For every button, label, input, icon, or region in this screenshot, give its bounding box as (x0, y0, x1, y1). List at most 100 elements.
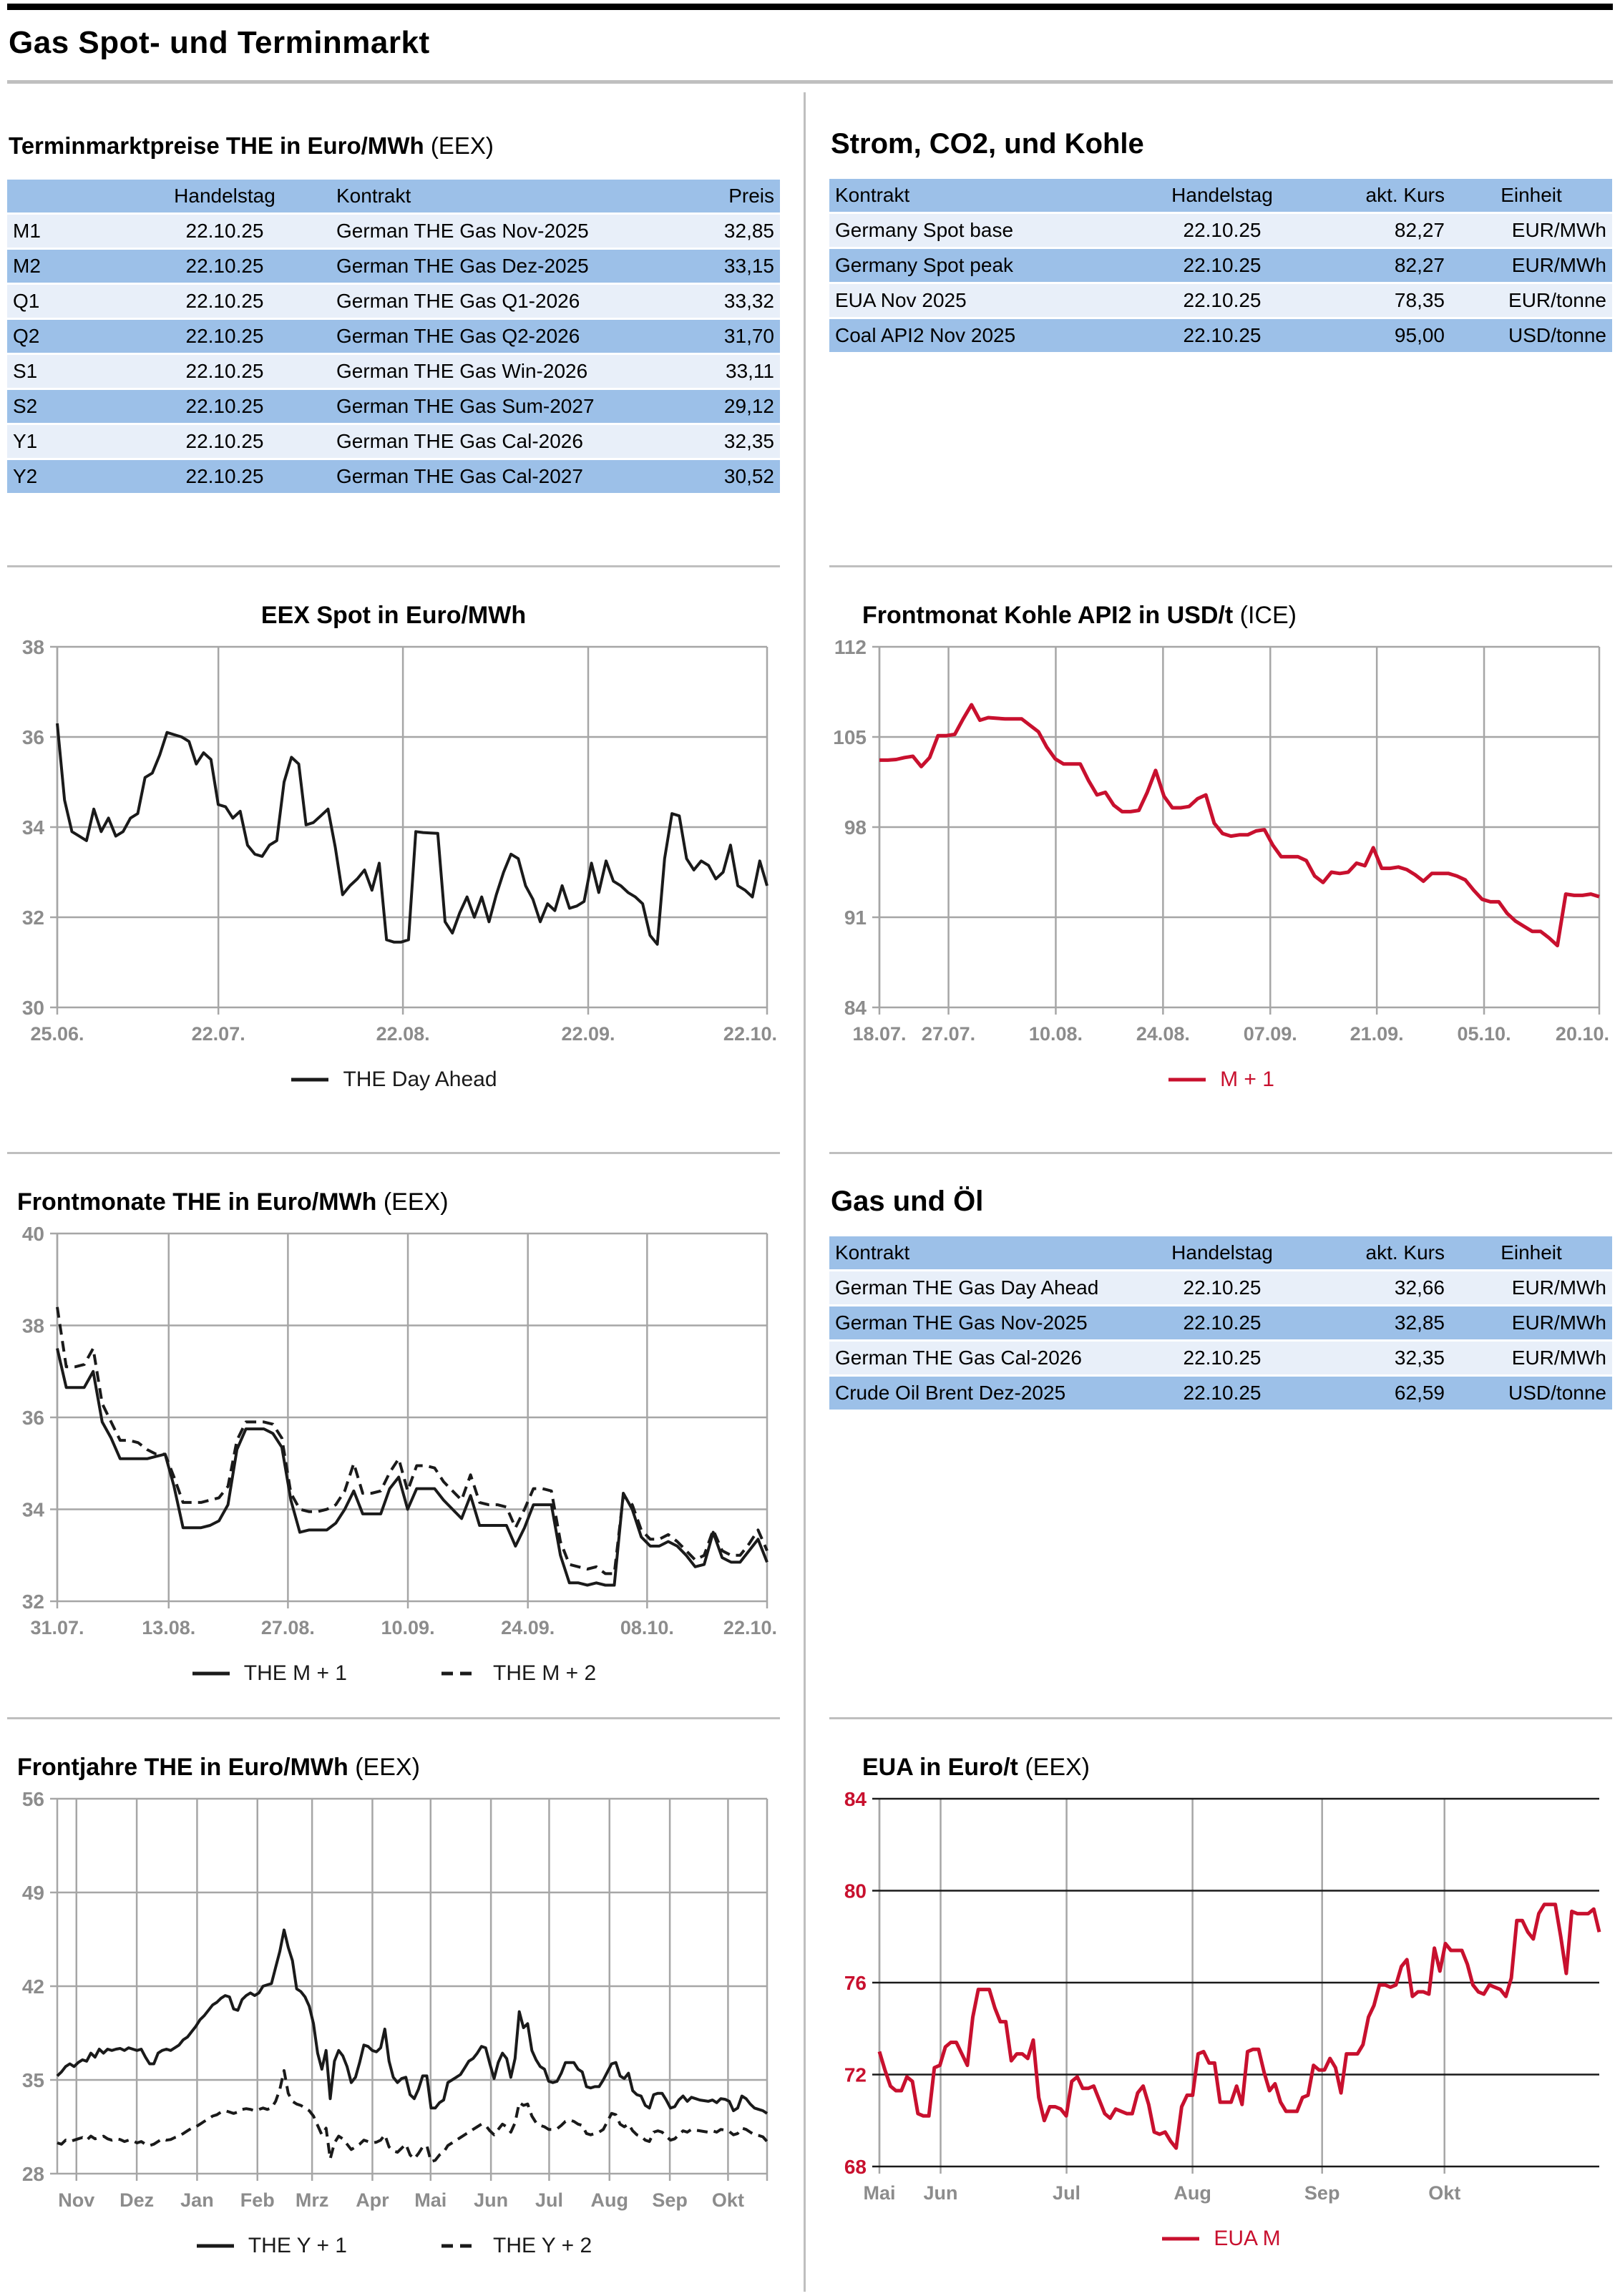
legend-label: EUA M (1214, 2227, 1281, 2250)
table-cell: EUR/MWh (1450, 1305, 1612, 1342)
table-cell: Germany Spot base (829, 212, 1127, 249)
table-cell: German THE Gas Cal-2027 (331, 459, 668, 495)
svg-text:32: 32 (22, 907, 44, 929)
right-column: Strom, CO2, und Kohle Kontrakt Handelstag… (829, 92, 1612, 2292)
svg-text:Okt: Okt (712, 2189, 744, 2211)
table-cell: 22.10.25 (119, 213, 331, 250)
page-title: Gas Spot- und Terminmarkt (9, 25, 430, 60)
solid-line-icon (1162, 2237, 1200, 2241)
strom-table: Kontrakt Handelstag akt. Kurs Einheit German… (829, 179, 1612, 354)
svg-text:98: 98 (844, 816, 867, 839)
svg-text:34: 34 (22, 816, 45, 839)
svg-text:22.09.: 22.09. (561, 1023, 615, 1045)
svg-text:Sep: Sep (1304, 2182, 1340, 2204)
table-row: Y2 22.10.25 German THE Gas Cal-2027 30,52 (7, 459, 780, 495)
column-header: Handelstag (1127, 1236, 1317, 1271)
svg-text:Jan: Jan (180, 2189, 214, 2211)
table-row: EUA Nov 2025 22.10.25 78,35 EUR/tonne (829, 283, 1612, 319)
legend-item: THE Y + 1 (195, 2234, 347, 2258)
solid-line-icon (196, 2244, 234, 2248)
column-header: Einheit (1450, 179, 1612, 214)
strom-heading: Strom, CO2, und Kohle (831, 128, 1144, 160)
solid-line-icon (192, 1671, 230, 1676)
svg-text:Mai: Mai (414, 2189, 447, 2211)
column-header: Handelstag (1127, 179, 1317, 214)
svg-text:27.07.: 27.07. (922, 1023, 975, 1045)
frontmonate-chart: 31.07. 13.08. 27.08. 10.09. 24.09. 08.10. 22.1… (22, 1223, 777, 1638)
frontmonate-chart-title: Frontmonate THE in Euro/MWh (EEX) (7, 1188, 780, 1216)
svg-text:34: 34 (22, 1499, 45, 1521)
solid-line-icon (291, 1078, 329, 1082)
table-cell: 33,15 (668, 248, 780, 285)
svg-text:68: 68 (844, 2156, 867, 2178)
table-row: Y1 22.10.25 German THE Gas Cal-2026 32,35 (7, 424, 780, 460)
svg-text:28: 28 (22, 2163, 44, 2185)
table-cell: 22.10.25 (1127, 283, 1317, 319)
table-cell: 22.10.25 (119, 424, 331, 460)
section-kohle-chart: Frontmonat Kohle API2 in USD/t (ICE) 18.… (829, 565, 1612, 1152)
svg-text:05.10.: 05.10. (1458, 1023, 1511, 1045)
frontjahre-title-bold: Frontjahre THE in Euro/MWh (17, 1754, 348, 1781)
legend-item: THE Y + 2 (440, 2234, 592, 2258)
table-cell: 22.10.25 (1127, 318, 1317, 354)
svg-text:18.07.: 18.07. (852, 1023, 906, 1045)
table-cell: S1 (7, 353, 119, 390)
table-cell: Crude Oil Brent Dez-2025 (829, 1375, 1127, 1412)
table-cell: 30,52 (668, 459, 780, 495)
table-cell: EUR/MWh (1450, 1270, 1612, 1306)
legend-item: THE M + 1 (191, 1661, 347, 1686)
eua-title-paren: (EEX) (1025, 1754, 1090, 1781)
table-cell: 62,59 (1317, 1375, 1450, 1412)
table-header-row: Kontrakt Handelstag akt. Kurs Einheit (829, 179, 1612, 214)
table-cell: 22.10.25 (119, 459, 331, 495)
svg-text:24.09.: 24.09. (501, 1617, 555, 1638)
svg-text:Jul: Jul (535, 2189, 563, 2211)
legend-label: THE Day Ahead (343, 1068, 497, 1091)
section-frontmonate-chart: Frontmonate THE in Euro/MWh (EEX) 31.07.… (7, 1152, 780, 1717)
legend-label: THE M + 2 (493, 1661, 597, 1685)
section-strom-co2-kohle: Strom, CO2, und Kohle Kontrakt Handelstag… (829, 92, 1612, 565)
table-cell: 22.10.25 (1127, 212, 1317, 249)
kohle-title-bold: Frontmonat Kohle API2 in USD/t (862, 602, 1234, 629)
table-row: Coal API2 Nov 2025 22.10.25 95,00 USD/tonne (829, 318, 1612, 354)
frontjahre-legend: THE Y + 1 THE Y + 2 (7, 2234, 780, 2258)
eex-spot-title-bold: EEX Spot in Euro/MWh (260, 602, 527, 629)
table-cell: 32,85 (1317, 1305, 1450, 1342)
table-cell: Y2 (7, 459, 119, 495)
table-row: M2 22.10.25 German THE Gas Dez-2025 33,15 (7, 248, 780, 285)
table-header-row: Handelstag Kontrakt Preis (7, 180, 780, 215)
table-cell: Q2 (7, 318, 119, 355)
column-header: akt. Kurs (1317, 1236, 1450, 1271)
svg-text:25.06.: 25.06. (30, 1023, 84, 1045)
legend-label: M + 1 (1220, 1068, 1274, 1091)
legend-label: THE Y + 1 (248, 2234, 347, 2257)
table-cell: 22.10.25 (119, 318, 331, 355)
svg-text:42: 42 (22, 1975, 44, 1998)
svg-text:20.10.: 20.10. (1556, 1023, 1609, 1045)
table-cell: 29,12 (668, 389, 780, 425)
svg-text:24.08.: 24.08. (1136, 1023, 1190, 1045)
table-cell: Germany Spot peak (829, 248, 1127, 284)
legend-item: M + 1 (1167, 1068, 1274, 1092)
table-cell: M1 (7, 213, 119, 250)
svg-text:Jul: Jul (1053, 2182, 1080, 2204)
table-cell: Y1 (7, 424, 119, 460)
svg-text:36: 36 (22, 726, 44, 748)
svg-text:Okt: Okt (1428, 2182, 1460, 2204)
svg-text:Nov: Nov (58, 2189, 94, 2211)
legend-item: EUA M (1161, 2227, 1281, 2251)
table-row: M1 22.10.25 German THE Gas Nov-2025 32,85 (7, 213, 780, 250)
table-cell: 32,85 (668, 213, 780, 250)
svg-text:49: 49 (22, 1882, 44, 1904)
svg-text:35: 35 (22, 2069, 44, 2091)
columns: Terminmarktpreise THE in Euro/MWh (EEX) … (7, 92, 1613, 2292)
left-column: Terminmarktpreise THE in Euro/MWh (EEX) … (7, 92, 780, 2292)
svg-text:22.10.: 22.10. (723, 1023, 777, 1045)
table-cell: EUR/MWh (1450, 212, 1612, 249)
table-row: S1 22.10.25 German THE Gas Win-2026 33,11 (7, 353, 780, 390)
svg-text:Aug: Aug (1173, 2182, 1211, 2204)
column-header: Kontrakt (829, 179, 1127, 214)
svg-text:30: 30 (22, 997, 44, 1019)
frontmonate-title-bold: Frontmonate THE in Euro/MWh (17, 1188, 377, 1216)
svg-text:56: 56 (22, 1789, 44, 1810)
